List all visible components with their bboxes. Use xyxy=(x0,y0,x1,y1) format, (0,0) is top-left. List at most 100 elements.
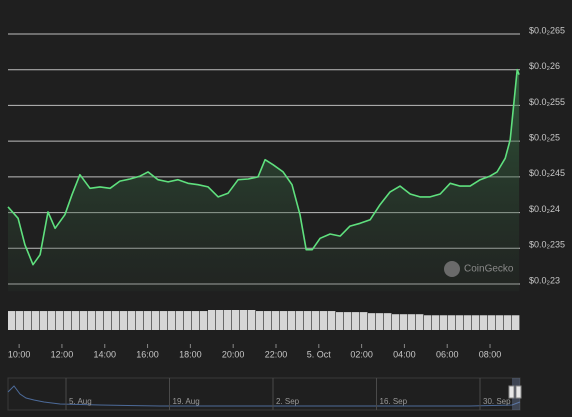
volume-bar xyxy=(352,312,360,330)
volume-bar xyxy=(40,311,48,330)
x-tick-label: 14:00 xyxy=(93,349,116,359)
volume xyxy=(8,310,520,330)
price-line xyxy=(7,68,520,266)
volume-bar xyxy=(200,311,208,330)
y-tick-label: $0.0₂245 xyxy=(529,168,565,178)
volume-bar xyxy=(72,311,80,330)
plot xyxy=(7,68,520,292)
volume-bar xyxy=(376,313,384,330)
volume-bar xyxy=(128,311,136,330)
volume-bar xyxy=(280,311,288,330)
volume-bar xyxy=(272,311,280,330)
volume-bar xyxy=(464,315,472,330)
volume-bar xyxy=(264,311,272,330)
volume-bar xyxy=(208,310,216,330)
navigator-label: 19. Aug xyxy=(173,397,200,406)
volume-bar xyxy=(488,315,496,330)
x-tick-label: 12:00 xyxy=(51,349,74,359)
x-tick-label: 18:00 xyxy=(179,349,202,359)
volume-bar xyxy=(152,311,160,330)
volume-bar xyxy=(472,315,480,330)
volume-bar xyxy=(248,310,256,330)
volume-bar xyxy=(88,311,96,330)
volume-bar xyxy=(96,311,104,330)
volume-bar xyxy=(112,311,120,330)
navigator-line xyxy=(7,385,521,407)
x-tick-label: 5. Oct xyxy=(307,349,332,359)
x-tick-label: 22:00 xyxy=(265,349,288,359)
volume-bar xyxy=(408,314,416,330)
volume-bar xyxy=(64,311,72,330)
volume-bar xyxy=(424,315,432,330)
volume-bar xyxy=(48,311,56,330)
volume-bar xyxy=(224,310,232,330)
volume-bar xyxy=(192,311,200,330)
x-tick-label: 02:00 xyxy=(350,349,373,359)
volume-bar xyxy=(168,311,176,330)
volume-bar xyxy=(360,312,368,330)
watermark-logo xyxy=(444,261,460,277)
navigator: 5. Aug 19. Aug 2. Sep 16. Sep 30. Sep xyxy=(7,377,522,411)
volume-bar xyxy=(176,311,184,330)
volume-bar xyxy=(256,311,264,330)
y-tick-label: $0.0₂235 xyxy=(529,240,565,250)
volume-bar xyxy=(136,311,144,330)
volume-bar xyxy=(160,311,168,330)
volume-bar xyxy=(496,315,504,330)
volume-bar xyxy=(344,312,352,330)
volume-bar xyxy=(24,311,32,330)
volume-bar xyxy=(232,310,240,330)
volume-bar xyxy=(504,315,512,330)
volume-bar xyxy=(512,315,520,330)
y-tick-label: $0.0₂26 xyxy=(529,61,560,71)
volume-bar xyxy=(304,311,312,330)
volume-bar xyxy=(416,314,424,330)
volume-bar xyxy=(120,311,128,330)
volume-bar xyxy=(56,311,64,330)
volume-bar xyxy=(216,310,224,330)
x-tick-label: 10:00 xyxy=(8,349,31,359)
navigator-label: 30. Sep xyxy=(483,397,511,406)
navigator-handle[interactable] xyxy=(515,385,522,399)
volume-bar xyxy=(32,311,40,330)
volume-bar xyxy=(240,310,248,330)
navigator-handle[interactable] xyxy=(508,385,515,399)
x-tick-label: 20:00 xyxy=(222,349,245,359)
x-tick-label: 06:00 xyxy=(436,349,459,359)
volume-bar xyxy=(288,311,296,330)
price-area xyxy=(8,69,520,292)
volume-bar xyxy=(296,311,304,330)
volume-bar xyxy=(320,311,328,330)
watermark-text: CoinGecko xyxy=(464,264,514,275)
volume-bar xyxy=(368,313,376,330)
volume-bar xyxy=(8,311,16,330)
x-tick-label: 08:00 xyxy=(479,349,502,359)
navigator-label: 5. Aug xyxy=(69,397,92,406)
volume-bar xyxy=(392,314,400,330)
y-tick-label: $0.0₂23 xyxy=(529,275,560,285)
volume-bar xyxy=(480,315,488,330)
y-tick-label: $0.0₂255 xyxy=(529,97,565,107)
volume-bar xyxy=(184,311,192,330)
volume-bar xyxy=(440,315,448,330)
volume-bar xyxy=(104,311,112,330)
volume-bar xyxy=(80,311,88,330)
volume-bar xyxy=(16,311,24,330)
navigator-label: 2. Sep xyxy=(276,397,300,406)
volume-bar xyxy=(328,311,336,330)
navigator-label: 16. Sep xyxy=(380,397,408,406)
volume-bar xyxy=(456,315,464,330)
y-tick-label: $0.0₂24 xyxy=(529,204,560,214)
volume-bar xyxy=(144,311,152,330)
volume-bar xyxy=(400,314,408,330)
volume-bar xyxy=(448,315,456,330)
x-tick-label: 04:00 xyxy=(393,349,416,359)
y-tick-label: $0.0₂265 xyxy=(529,25,565,35)
y-tick-label: $0.0₂25 xyxy=(529,133,560,143)
x-tick-label: 16:00 xyxy=(136,349,159,359)
volume-bar xyxy=(432,315,440,330)
volume-bar xyxy=(312,311,320,330)
watermark: CoinGecko xyxy=(444,261,514,277)
